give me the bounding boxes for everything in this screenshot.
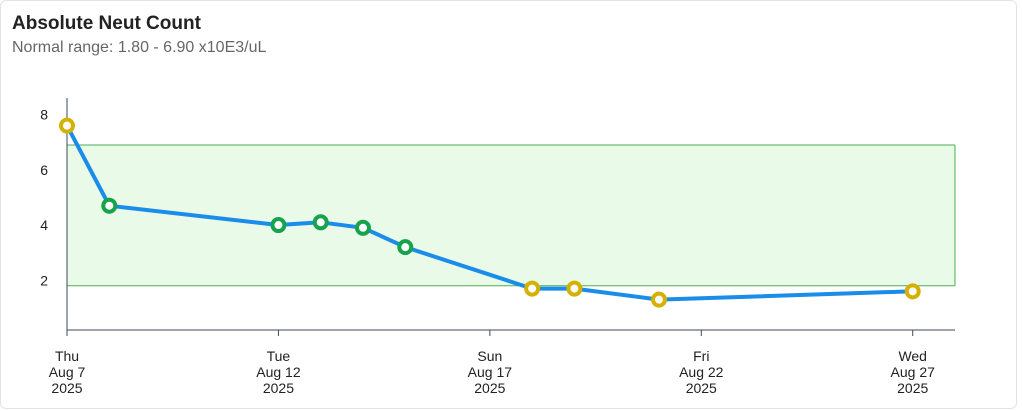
- y-tick-label: 6: [40, 162, 48, 178]
- data-point-in-range: [101, 197, 118, 214]
- data-point-out-of-range: [59, 117, 75, 134]
- chart-title: Absolute Neut Count: [12, 13, 201, 34]
- data-point-in-range: [270, 217, 287, 234]
- series-line: [65, 124, 913, 302]
- x-tick-label: Wed Aug 27 2025: [891, 348, 936, 396]
- x-tick-label: Thu Aug 7 2025: [49, 348, 86, 396]
- normal-range-band: [67, 144, 955, 286]
- x-tick-label: Fri Aug 22 2025: [679, 348, 724, 396]
- data-point-in-range: [312, 214, 329, 231]
- x-tick-label: Sun Aug 17 2025: [468, 348, 513, 396]
- data-point-in-range: [397, 239, 414, 256]
- data-point-out-of-range: [904, 283, 921, 300]
- data-point-out-of-range: [524, 280, 541, 297]
- data-point-in-range: [355, 219, 371, 236]
- normal-range-subtitle: Normal range: 1.80 - 6.90 x10E3/uL: [12, 39, 267, 56]
- x-tick-label: Tue Aug 12 2025: [256, 348, 301, 396]
- y-tick-label: 8: [40, 107, 48, 123]
- y-tick-label: 2: [40, 272, 48, 288]
- data-point-out-of-range: [651, 291, 667, 308]
- data-point-out-of-range: [566, 280, 583, 297]
- y-tick-label: 4: [40, 217, 48, 233]
